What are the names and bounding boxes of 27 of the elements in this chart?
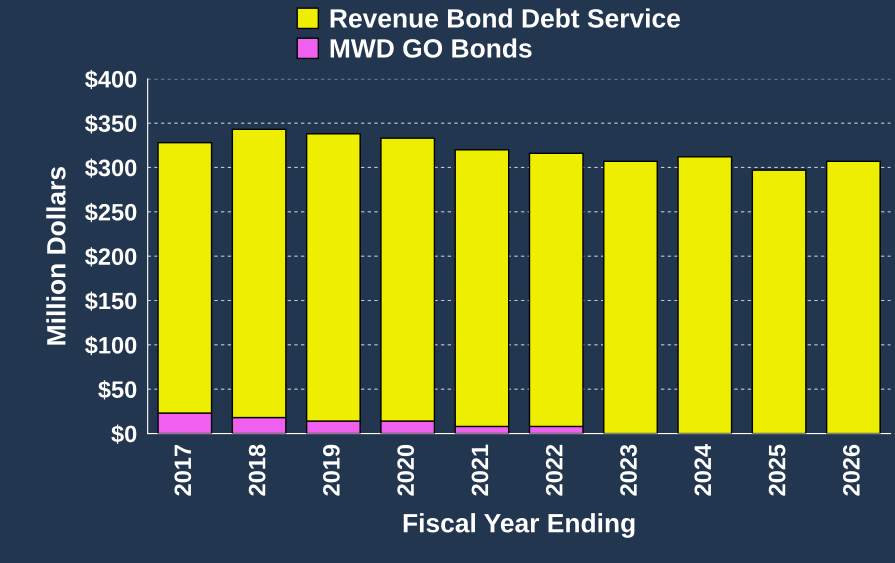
y-tick-label: $100 xyxy=(85,336,136,356)
y-tick-label: $50 xyxy=(98,380,136,400)
x-tick-label: 2024 xyxy=(694,444,712,496)
y-tick-label: $350 xyxy=(85,114,136,134)
y-tick-label: $400 xyxy=(85,70,136,90)
x-tick-label: 2025 xyxy=(768,444,786,496)
legend-label: MWD GO Bonds xyxy=(330,38,532,58)
y-tick-label: $250 xyxy=(85,202,136,222)
x-tick-label: 2023 xyxy=(620,444,637,496)
x-tick-label: 2020 xyxy=(397,444,414,496)
x-axis-title: Fiscal Year Ending xyxy=(404,513,634,538)
y-tick-label: $150 xyxy=(85,292,136,311)
x-tick-label: 2017 xyxy=(174,444,192,496)
y-axis-title: Million Dollars xyxy=(46,167,66,345)
bar xyxy=(603,160,658,434)
legend-label: Revenue Bond Debt Service xyxy=(330,8,680,28)
x-tick-label: 2022 xyxy=(546,444,563,496)
bar xyxy=(677,156,732,434)
y-tick-label: $200 xyxy=(85,247,136,266)
y-tick-label: $300 xyxy=(85,158,136,178)
bar xyxy=(826,160,881,434)
x-tick-label: 2026 xyxy=(843,444,860,496)
x-tick-label: 2021 xyxy=(472,444,488,496)
y-tick-label: $0 xyxy=(111,424,136,444)
x-tick-label: 2019 xyxy=(323,444,340,496)
bar xyxy=(752,169,807,434)
x-tick-label: 2018 xyxy=(248,444,266,496)
